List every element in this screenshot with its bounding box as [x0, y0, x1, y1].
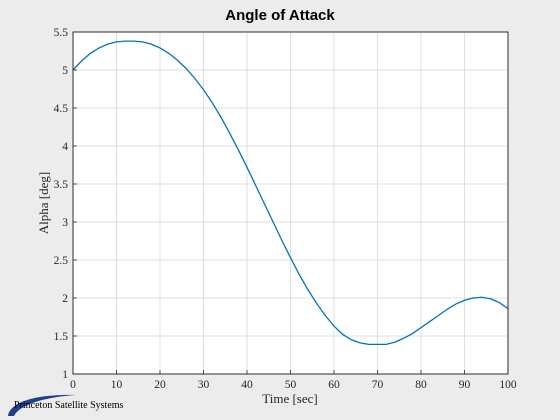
- logo-text: Princeton Satellite Systems: [14, 400, 124, 411]
- y-tick-labels: 1 1.5 2 2.5 3 3.5 4 4.5 5 5.5: [54, 27, 77, 381]
- x-tick-label: 90: [459, 379, 471, 391]
- x-tick-label: 10: [111, 379, 123, 391]
- x-tick-label: 70: [372, 379, 384, 391]
- y-tick-label: 3: [62, 217, 68, 229]
- y-tick-label: 2: [62, 293, 68, 305]
- x-tick-label: 30: [198, 379, 210, 391]
- x-tick-label: 60: [328, 379, 340, 391]
- x-tick-label: 20: [154, 379, 166, 391]
- x-tick-label: 50: [285, 379, 297, 391]
- series-line: [72, 40, 509, 346]
- chart-title: Angle of Attack: [225, 7, 335, 24]
- grid: [73, 32, 508, 374]
- y-tick-label: 5.5: [54, 27, 69, 39]
- y-tick-label: 5: [62, 65, 68, 77]
- y-tick-label: 2.5: [54, 255, 69, 267]
- x-tick-label: 40: [241, 379, 253, 391]
- logo-swoosh-icon: [8, 394, 76, 416]
- y-tick-label: 4.5: [54, 103, 69, 115]
- x-axis-label: Time [sec]: [262, 391, 318, 406]
- x-tick-labels: 0 10 20 30 40 50 60 70 80 90 100: [70, 370, 517, 391]
- y-axis-label: Alpha [deg]: [36, 172, 51, 234]
- y-tick-label: 3.5: [54, 179, 69, 191]
- y-tick-label: 1.5: [54, 331, 69, 343]
- y-tick-label: 1: [62, 369, 68, 381]
- y-tick-label: 4: [62, 141, 68, 153]
- x-tick-label: 80: [415, 379, 427, 391]
- series-group: [72, 40, 509, 346]
- x-tick-label: 0: [70, 379, 76, 391]
- x-tick-label: 100: [499, 379, 517, 391]
